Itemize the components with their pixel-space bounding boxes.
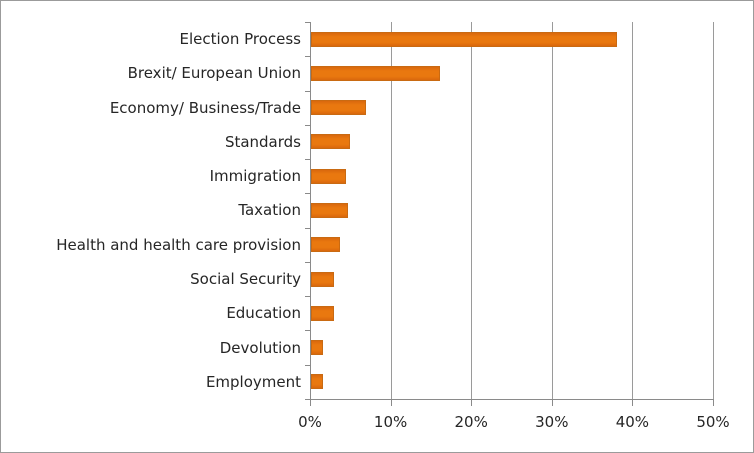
x-axis-tick-50 — [713, 399, 714, 406]
bar-taxation — [311, 203, 348, 218]
x-tick-label: 0% — [298, 413, 322, 431]
category-label: Health and health care provision — [56, 235, 301, 254]
bar-social-security — [311, 271, 334, 287]
x-axis-tick-40 — [632, 399, 634, 406]
category-label: Brexit/ European Union — [127, 64, 301, 83]
x-tick-label: 20% — [454, 413, 488, 431]
bar-standards — [311, 134, 350, 150]
category-label: Social Security — [190, 270, 301, 289]
y-axis-tick — [305, 364, 310, 366]
x-tick-label: 40% — [615, 413, 650, 431]
gridline-30pct — [551, 22, 553, 399]
x-tick-label: 10% — [373, 413, 408, 431]
y-axis-tick — [305, 399, 310, 400]
x-axis-tick-30 — [551, 399, 553, 406]
y-axis-tick — [305, 159, 310, 161]
y-axis-tick — [305, 124, 310, 126]
y-axis-tick — [305, 56, 310, 58]
gridline-50pct — [713, 22, 714, 399]
y-axis-tick — [305, 261, 310, 263]
y-axis-tick — [305, 193, 310, 195]
y-axis-tick — [305, 330, 310, 332]
x-tick-label: 50% — [696, 413, 730, 431]
y-axis-tick — [305, 90, 310, 92]
gridline-20pct — [471, 22, 473, 399]
y-axis-line — [310, 22, 311, 399]
x-axis-tick-20 — [471, 399, 473, 406]
category-label: Standards — [224, 132, 301, 151]
y-axis-tick — [305, 227, 310, 229]
bar-devolution — [311, 340, 323, 356]
category-label: Employment — [205, 372, 301, 391]
x-axis-tick-10 — [390, 399, 392, 406]
bar-brexit-european-union — [311, 65, 440, 81]
x-axis-tick-0 — [310, 399, 311, 406]
gridline-40pct — [632, 22, 634, 399]
category-label: Taxation — [238, 201, 301, 220]
x-axis-line — [310, 399, 714, 400]
category-label: Devolution — [219, 338, 301, 357]
bar-election-process — [311, 31, 617, 47]
bar-employment — [311, 374, 323, 390]
gridline-10pct — [390, 22, 392, 399]
category-label: Education — [226, 304, 301, 323]
y-axis-tick — [305, 22, 310, 23]
bar-health-and-health-care-provision — [311, 237, 340, 253]
x-tick-label: 30% — [535, 413, 569, 431]
bar-education — [311, 305, 334, 321]
category-label: Election Process — [179, 30, 301, 49]
category-label: Economy/ Business/Trade — [109, 98, 301, 117]
bar-economy-business-trade — [311, 100, 366, 116]
category-label: Immigration — [209, 167, 301, 186]
bar-immigration — [311, 168, 346, 184]
y-axis-tick — [305, 296, 310, 298]
